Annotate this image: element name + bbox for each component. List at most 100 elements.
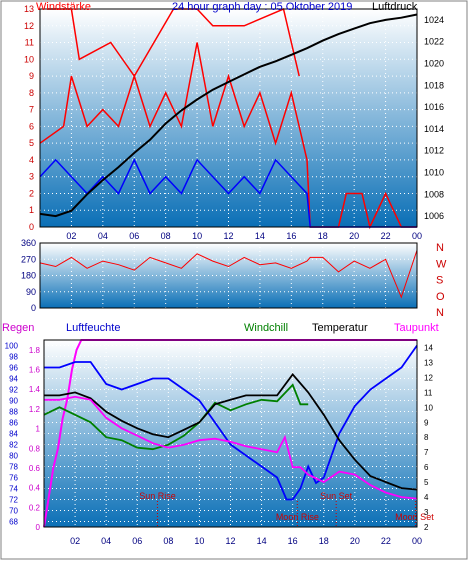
rain-tick-label: 0.4 bbox=[29, 484, 41, 493]
direction-tick-label: 90 bbox=[26, 287, 36, 297]
rain-legend: Regen bbox=[2, 322, 34, 334]
direction-tick-label: 0 bbox=[31, 303, 36, 313]
humidity-tick-label: 82 bbox=[9, 441, 18, 450]
wind-speed-axis-title: Windstärke bbox=[36, 1, 91, 13]
pressure-tick-label: 1018 bbox=[424, 80, 444, 90]
hour-tick-label: 02 bbox=[70, 536, 80, 546]
pressure-tick-label: 1006 bbox=[424, 211, 444, 221]
wind-pressure-series bbox=[39, 7, 418, 230]
temperature-tick-label: 5 bbox=[424, 478, 429, 487]
taupunkt-line bbox=[44, 395, 418, 500]
wind-direction-series bbox=[39, 250, 418, 299]
compass-label: N bbox=[436, 307, 444, 319]
wind-pressure-hour-axis: 02 04 06 08 10 12 14 16 18 20 22 00 bbox=[66, 231, 422, 241]
temperature-tick-label: 4 bbox=[424, 493, 429, 502]
temperature-axis: 2 3 4 5 6 7 8 9 10 11 12 13 14 bbox=[424, 343, 433, 532]
hour-tick-label: 22 bbox=[381, 231, 391, 241]
wind-tick-label: 2 bbox=[29, 188, 34, 198]
hour-tick-label: 12 bbox=[225, 536, 235, 546]
humidity-tick-label: 74 bbox=[9, 485, 18, 494]
compass-label: S bbox=[436, 275, 443, 287]
hour-tick-label: 08 bbox=[163, 536, 173, 546]
compass-label: N bbox=[436, 242, 444, 254]
windchill-line bbox=[43, 383, 309, 451]
temperature-tick-label: 2 bbox=[424, 523, 429, 532]
hour-tick-label: 08 bbox=[161, 231, 171, 241]
rain-tick-label: 1.4 bbox=[29, 385, 41, 394]
pressure-tick-label: 1024 bbox=[424, 15, 444, 25]
rain-tick-label: 1.2 bbox=[29, 405, 41, 414]
hour-tick-label: 10 bbox=[192, 231, 202, 241]
temperature-hour-axis: 02 04 06 08 10 12 14 16 18 20 22 00 bbox=[70, 536, 422, 546]
wind-direction-frame bbox=[39, 242, 418, 309]
humidity-tick-label: 90 bbox=[9, 397, 18, 406]
temperature-tick-label: 8 bbox=[424, 433, 429, 442]
wind-pressure-frame bbox=[39, 8, 418, 228]
wind-tick-label: 11 bbox=[25, 38, 34, 48]
hour-tick-label: 16 bbox=[286, 231, 296, 241]
humidity-tick-label: 88 bbox=[9, 408, 18, 417]
hour-tick-label: 10 bbox=[194, 536, 204, 546]
pressure-axis-title: Luftdruck bbox=[372, 1, 418, 13]
wind-tick-label: 0 bbox=[29, 222, 34, 232]
rain-tick-label: 1.8 bbox=[29, 346, 41, 355]
hour-tick-label: 02 bbox=[66, 231, 76, 241]
hour-tick-label: 18 bbox=[319, 536, 329, 546]
direction-tick-label: 270 bbox=[21, 254, 36, 264]
rain-tick-label: 0 bbox=[36, 523, 41, 532]
compass-label: O bbox=[436, 291, 445, 303]
temperature-frame bbox=[43, 339, 418, 528]
humidity-tick-label: 92 bbox=[9, 386, 18, 395]
hour-tick-label: 14 bbox=[257, 536, 267, 546]
sun-set-label: Sun Set bbox=[320, 491, 353, 501]
temperature-tick-label: 14 bbox=[424, 343, 433, 352]
wind-tick-label: 1 bbox=[29, 205, 34, 215]
dewpoint-legend: Taupunkt bbox=[394, 322, 439, 334]
wind-tick-label: 5 bbox=[29, 138, 34, 148]
hour-tick-label: 16 bbox=[288, 536, 298, 546]
astro-events: Sun Rise Moon Rise Sun Set Moon Set bbox=[139, 491, 434, 527]
temperature-tick-label: 10 bbox=[424, 403, 433, 412]
pressure-tick-label: 1014 bbox=[424, 124, 444, 134]
direction-tick-label: 180 bbox=[21, 271, 36, 281]
hour-tick-label: 00 bbox=[412, 536, 422, 546]
hour-tick-label: 22 bbox=[381, 536, 391, 546]
chart-title: 24 hour graph day : 05 Oktober 2019 bbox=[172, 1, 352, 13]
humidity-tick-label: 70 bbox=[9, 507, 18, 516]
rain-tick-label: 1 bbox=[36, 425, 41, 434]
pressure-tick-label: 1022 bbox=[424, 37, 444, 47]
pressure-tick-label: 1016 bbox=[424, 102, 444, 112]
rain-tick-label: 0.2 bbox=[29, 503, 41, 512]
hour-tick-label: 12 bbox=[223, 231, 233, 241]
sun-rise-label: Sun Rise bbox=[139, 491, 176, 501]
temperature-humidity-panel: Sun Rise Moon Rise Sun Set Moon Set 0 0.2 0.4… bbox=[2, 322, 439, 546]
rain-tick-label: 1.6 bbox=[29, 366, 41, 375]
temperature-tick-label: 12 bbox=[424, 373, 433, 382]
humidity-tick-label: 76 bbox=[9, 474, 18, 483]
windst-rke-line bbox=[39, 42, 417, 230]
hour-tick-label: 06 bbox=[129, 231, 139, 241]
wind-tick-label: 9 bbox=[29, 71, 34, 81]
humidity-tick-label: 80 bbox=[9, 452, 18, 461]
luftfeuchte-line bbox=[44, 344, 418, 501]
wind-direction-axis: 0 90 180 270 360 bbox=[21, 238, 36, 313]
humidity-tick-label: 98 bbox=[9, 353, 18, 362]
hour-tick-label: 00 bbox=[412, 231, 422, 241]
temperature-tick-label: 3 bbox=[424, 508, 429, 517]
wind-tick-label: 8 bbox=[29, 88, 34, 98]
humidity-legend: Luftfeuchte bbox=[66, 322, 120, 334]
wind-tick-label: 10 bbox=[24, 54, 34, 64]
humidity-tick-label: 84 bbox=[9, 430, 18, 439]
moon-rise-label: Moon Rise bbox=[276, 512, 319, 522]
pressure-tick-label: 1010 bbox=[424, 168, 444, 178]
humidity-tick-label: 68 bbox=[9, 518, 18, 527]
direction-tick-label: 360 bbox=[21, 238, 36, 248]
humidity-tick-label: 86 bbox=[9, 419, 18, 428]
hour-tick-label: 18 bbox=[318, 231, 328, 241]
windrichtung-line bbox=[39, 250, 418, 299]
windchill-legend: Windchill bbox=[244, 322, 288, 334]
